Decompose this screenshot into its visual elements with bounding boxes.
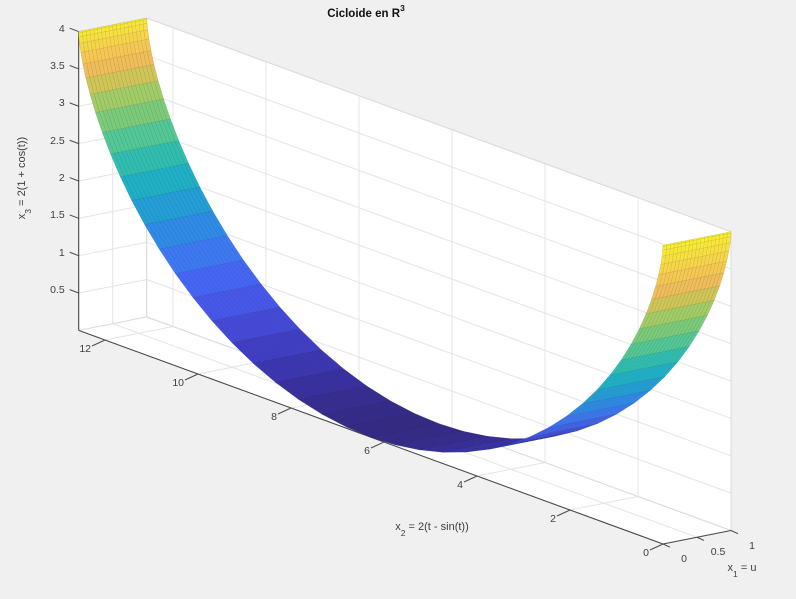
axes-walls — [78, 18, 731, 544]
surface-mesh — [78, 17, 732, 453]
